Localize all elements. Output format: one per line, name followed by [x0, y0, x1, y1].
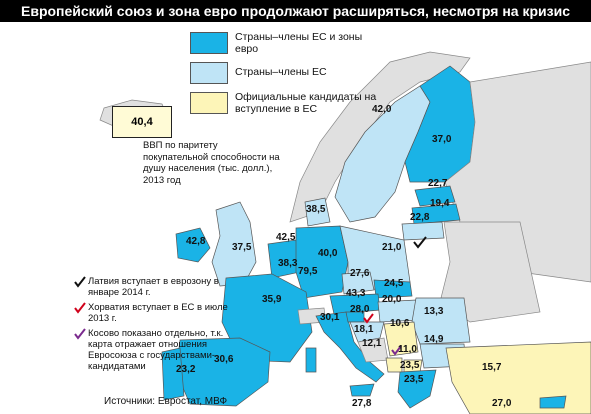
value-germany: 40,0 [318, 248, 338, 259]
value-switzerland-area: 30,1 [320, 312, 340, 323]
value-croatia: 18,1 [354, 324, 374, 335]
iceland-value-box: 40,4 [112, 106, 172, 138]
italy-shape [315, 311, 385, 383]
note-text: Латвия вступает в еврозону в январе 2014… [88, 276, 219, 298]
serbia-shape [383, 321, 419, 357]
cyprus-shape [539, 395, 567, 409]
value-finland: 37,0 [432, 134, 452, 145]
value-turkey: 15,7 [482, 362, 502, 373]
value-ireland: 42,8 [186, 236, 206, 247]
note-text: Хорватия вступает в ЕС в июле 2013 г. [88, 302, 228, 324]
value-macedonia: 23,5 [400, 360, 420, 371]
value-slovenia: 28,0 [350, 304, 370, 315]
value-estonia: 22,7 [428, 178, 448, 189]
legend-item-eu: Страны–члены ЕС [190, 60, 390, 88]
lithuania-shape [401, 221, 445, 241]
value-latvia: 19,4 [430, 198, 450, 209]
romania-shape [411, 297, 471, 345]
latvia-shape [411, 203, 461, 225]
black-check-icon [74, 276, 86, 288]
value-italy-south: 27,8 [352, 398, 372, 409]
kosovo-check-icon [391, 345, 402, 356]
value-cyprus: 27,0 [492, 398, 512, 409]
ireland-shape [175, 227, 211, 263]
estonia-shape [414, 185, 456, 207]
legend-item-candidate: Официальные кандидаты на вступление в ЕС [190, 90, 390, 118]
portugal-shape [161, 347, 185, 401]
map-area: Страны–члены ЕС и зоны евро Страны–члены… [0, 22, 591, 414]
value-serbia: 10,6 [390, 318, 410, 329]
turkey-shape [445, 341, 591, 414]
callout-description: ВВП по паритету покупательной способност… [140, 138, 284, 188]
norway-shape [289, 51, 471, 223]
slovakia-shape [373, 279, 413, 299]
value-belgium: 38,3 [278, 258, 298, 269]
sardinia-shape [305, 347, 317, 373]
value-lithuania: 22,8 [410, 212, 430, 223]
value-netherlands: 42,5 [276, 232, 296, 243]
purple-check-icon [74, 328, 86, 340]
denmark-shape [304, 197, 331, 227]
value-austria: 43,3 [346, 288, 366, 299]
greece-shape [397, 369, 437, 409]
source-note: Источники: Евростат, МВФ [104, 396, 228, 407]
value-sweden: 42,0 [372, 104, 392, 115]
note-kosovo: Косово показано отдельно, т.к. карта отр… [74, 328, 228, 372]
legend-item-eurozone: Страны–члены ЕС и зоны евро [190, 30, 390, 58]
legend-label: Страны–члены ЕС [235, 66, 327, 78]
legend-label: Страны–члены ЕС и зоны евро [235, 31, 363, 55]
value-romania: 13,3 [424, 306, 444, 317]
value-spain: 30,6 [214, 354, 234, 365]
value-greece: 23,5 [404, 374, 424, 385]
croatia-check-icon [363, 313, 374, 324]
value-hungary: 20,0 [382, 294, 402, 305]
legend-swatch [190, 62, 228, 84]
note-latvia: Латвия вступает в еврозону в январе 2014… [74, 276, 228, 298]
value-bulgaria: 14,9 [424, 334, 444, 345]
note-text: Косово показано отдельно, т.к. карта отр… [88, 328, 224, 372]
value-poland: 21,0 [382, 242, 402, 253]
value-czech: 27,6 [350, 268, 370, 279]
czech-shape [341, 271, 375, 295]
value-portugal: 23,2 [176, 364, 196, 375]
value-france: 35,9 [262, 294, 282, 305]
map-title: Европейский союз и зона евро продолжают … [0, 0, 591, 22]
legend-swatch [190, 32, 228, 54]
latvia-check-icon [413, 236, 427, 249]
note-croatia: Хорватия вступает в ЕС в июле 2013 г. [74, 302, 228, 324]
value-uk: 37,5 [232, 242, 252, 253]
value-bosnia: 12,1 [362, 338, 382, 349]
value-slovakia: 24,5 [384, 278, 404, 289]
legend-swatch [190, 92, 228, 114]
value-luxembourg: 79,5 [298, 266, 318, 277]
belarus-ukraine-shape [439, 221, 541, 323]
sicily-shape [349, 383, 375, 397]
value-denmark: 38,5 [306, 204, 326, 215]
germany-shape [295, 225, 349, 299]
red-check-icon [74, 302, 86, 314]
europe-map [0, 22, 591, 414]
legend-label: Официальные кандидаты на вступление в ЕС [235, 91, 377, 115]
value-montenegro: 11,0 [398, 344, 417, 355]
croatia-shape [349, 321, 385, 343]
